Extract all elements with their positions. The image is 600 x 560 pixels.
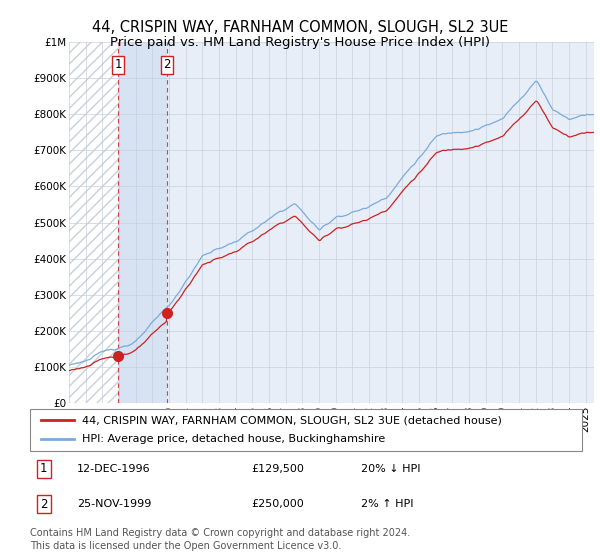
FancyBboxPatch shape (30, 409, 582, 451)
Text: 25-NOV-1999: 25-NOV-1999 (77, 499, 151, 509)
Bar (118, 42, 167, 403)
Text: 44, CRISPIN WAY, FARNHAM COMMON, SLOUGH, SL2 3UE (detached house): 44, CRISPIN WAY, FARNHAM COMMON, SLOUGH,… (82, 415, 502, 425)
Text: Contains HM Land Registry data © Crown copyright and database right 2024.
This d: Contains HM Land Registry data © Crown c… (30, 528, 410, 550)
Text: 1: 1 (40, 463, 47, 475)
Text: Price paid vs. HM Land Registry's House Price Index (HPI): Price paid vs. HM Land Registry's House … (110, 36, 490, 49)
Text: 1: 1 (115, 58, 122, 71)
Bar (69, 42, 118, 403)
Text: £250,000: £250,000 (251, 499, 304, 509)
Text: £129,500: £129,500 (251, 464, 304, 474)
Text: 12-DEC-1996: 12-DEC-1996 (77, 464, 151, 474)
Text: 44, CRISPIN WAY, FARNHAM COMMON, SLOUGH, SL2 3UE: 44, CRISPIN WAY, FARNHAM COMMON, SLOUGH,… (92, 20, 508, 35)
Text: 2: 2 (164, 58, 171, 71)
Text: HPI: Average price, detached house, Buckinghamshire: HPI: Average price, detached house, Buck… (82, 435, 386, 445)
Text: 2: 2 (40, 497, 47, 511)
Text: 2% ↑ HPI: 2% ↑ HPI (361, 499, 414, 509)
Text: 20% ↓ HPI: 20% ↓ HPI (361, 464, 421, 474)
